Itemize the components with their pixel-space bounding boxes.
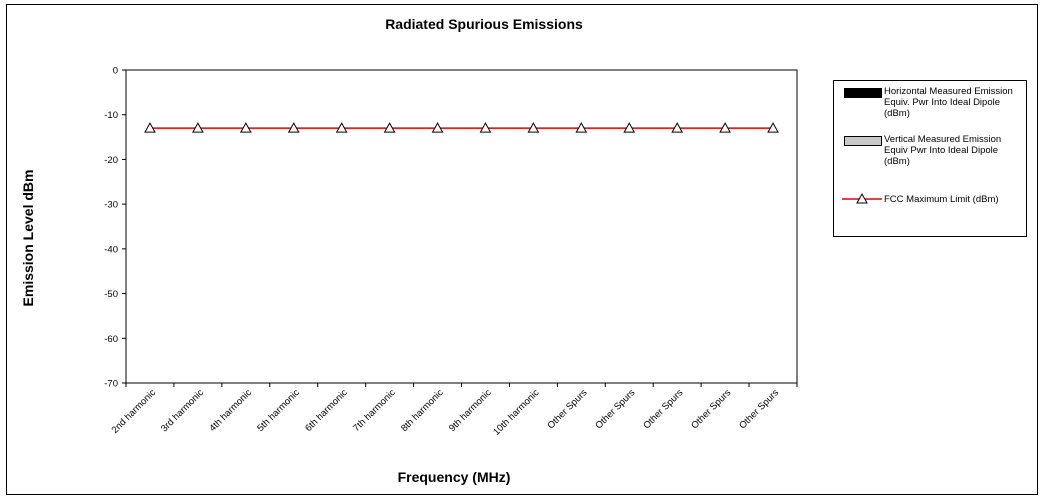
x-tick-label: Other Spurs: [593, 387, 637, 431]
x-tick-label: Other Spurs: [545, 387, 589, 431]
data-point-marker: [479, 122, 492, 133]
y-tick-label: -10: [104, 110, 118, 121]
x-tick-label: 7th harmonic: [351, 387, 398, 434]
legend-label-horizontal: Horizontal Measured Emission Equiv. Pwr …: [884, 86, 1013, 119]
y-tick-label: -50: [104, 289, 118, 300]
y-tick-label: -30: [104, 200, 118, 211]
data-point-marker: [335, 122, 348, 133]
data-point-marker: [671, 122, 684, 133]
x-tick-label: 9th harmonic: [447, 387, 494, 434]
plot-area: [125, 69, 798, 384]
y-tick-label: -60: [104, 334, 118, 345]
x-tick-label: Other Spurs: [689, 387, 733, 431]
data-point-marker: [767, 122, 779, 133]
data-point-marker: [623, 122, 636, 133]
data-point-marker: [431, 122, 444, 133]
data-point-marker: [383, 122, 396, 133]
legend-swatch-horizontal: [844, 88, 882, 98]
x-tick-label: 6th harmonic: [303, 387, 350, 434]
x-tick-label: Other Spurs: [737, 387, 781, 431]
chart-title: Radiated Spurious Emissions: [385, 16, 583, 32]
y-tick-label: -70: [104, 379, 118, 390]
x-axis-label: Frequency (MHz): [397, 469, 511, 485]
legend-swatch-vertical: [844, 136, 882, 146]
x-tick-label: 5th harmonic: [255, 387, 302, 434]
data-point-marker: [527, 122, 540, 133]
data-point-marker: [144, 122, 156, 133]
legend-label-fcc-limit: FCC Maximum Limit (dBm): [884, 194, 999, 205]
y-tick-label: 0: [113, 66, 118, 77]
data-point-marker: [575, 122, 588, 133]
data-point-marker: [239, 122, 252, 133]
data-point-marker: [192, 122, 204, 133]
x-tick-label: 3rd harmonic: [159, 387, 206, 434]
legend-label-vertical: Vertical Measured Emission Equiv Pwr Int…: [884, 134, 1002, 167]
x-tick-label: 4th harmonic: [207, 387, 254, 434]
data-point-marker: [719, 122, 731, 133]
data-point-marker: [287, 122, 300, 133]
legend: Horizontal Measured Emission Equiv. Pwr …: [833, 80, 1027, 237]
x-tick-label: 2nd harmonic: [110, 387, 159, 436]
legend-swatch-fcc-limit: [842, 192, 882, 204]
y-tick-label: -20: [104, 155, 118, 166]
x-tick-label: 8th harmonic: [399, 387, 446, 434]
x-tick-label: Other Spurs: [641, 387, 685, 431]
y-tick-label: -40: [104, 244, 118, 255]
x-tick-label: 10th harmonic: [491, 387, 542, 438]
